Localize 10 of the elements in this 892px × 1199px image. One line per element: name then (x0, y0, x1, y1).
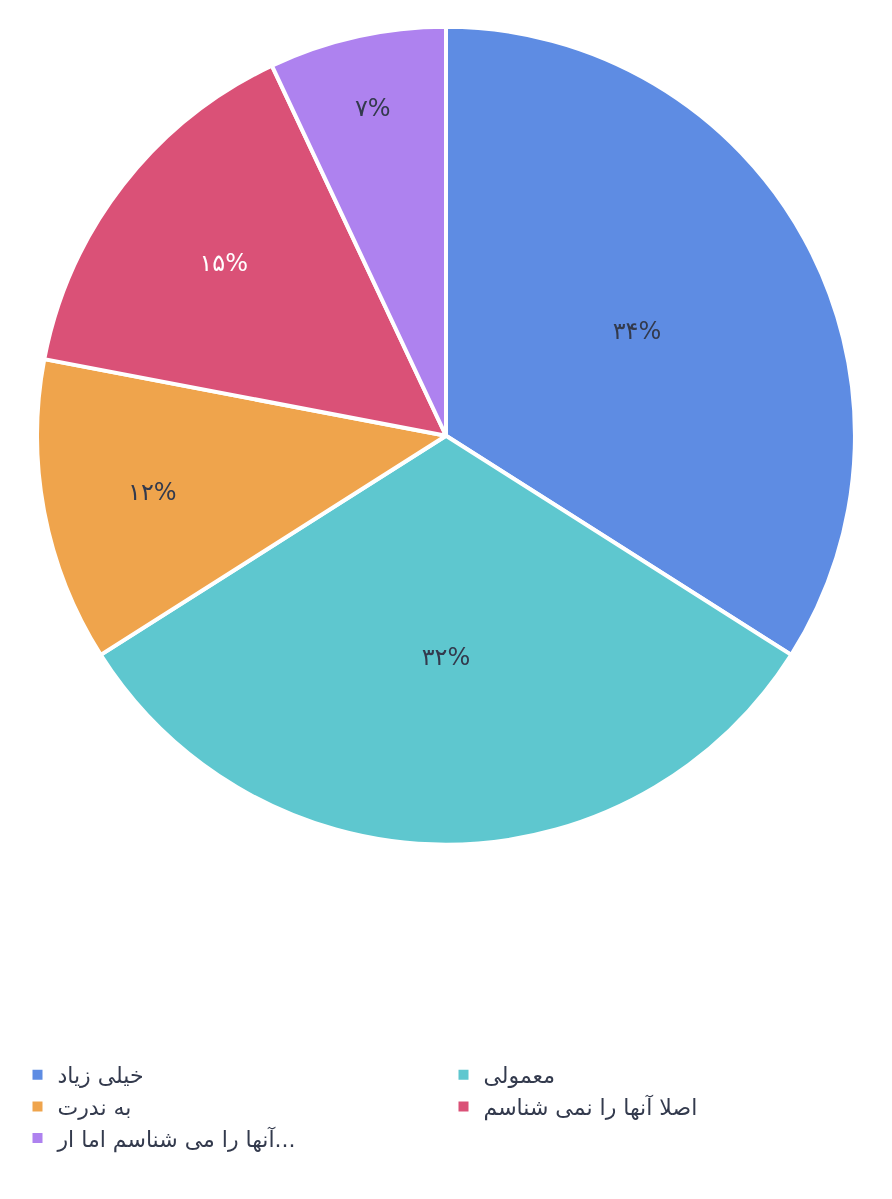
data-label: ۳۴% (612, 316, 662, 345)
legend-label: خیلی زیاد (57, 1063, 144, 1089)
data-label: ۳۲% (421, 643, 471, 672)
data-label: ۷% (354, 94, 391, 123)
legend-label: آنها را می شناسم اما ار... (56, 1125, 296, 1153)
legend-label: به ندرت (57, 1094, 132, 1120)
data-label: ۱۵% (199, 249, 249, 278)
data-label: ۱۲% (128, 477, 177, 506)
legend-label: اصلا آنها را نمی شناسم (483, 1093, 698, 1121)
legend-label: معمولی (483, 1063, 556, 1089)
